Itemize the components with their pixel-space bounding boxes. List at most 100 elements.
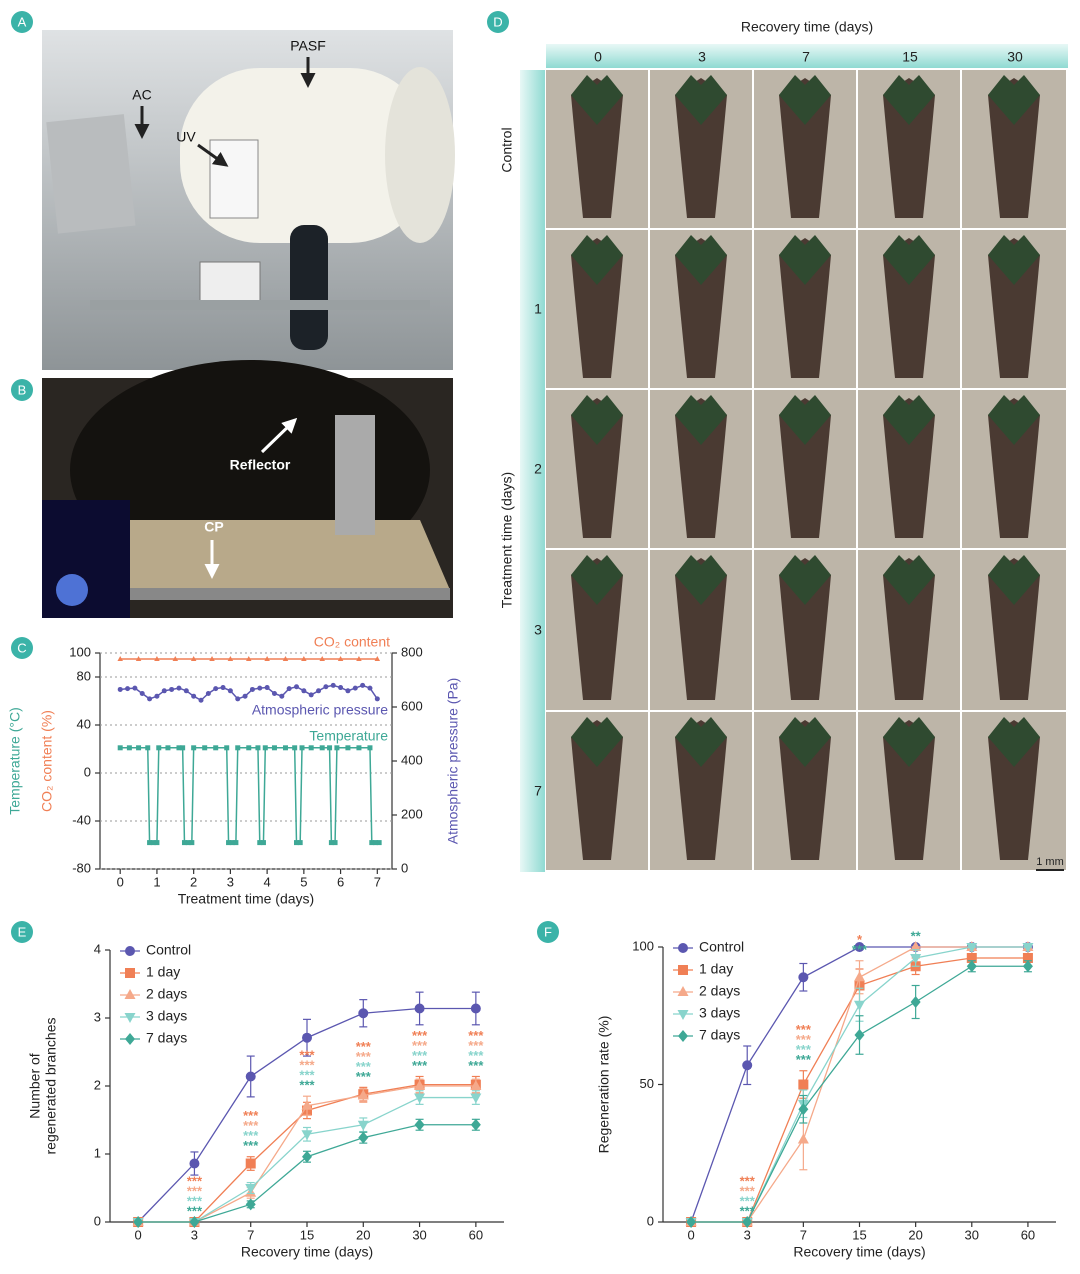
column-label: 15: [902, 49, 918, 65]
y-tick-label: 50: [640, 1076, 654, 1091]
column-label: 0: [594, 49, 602, 65]
marker: [147, 696, 153, 702]
marker: [264, 656, 270, 661]
significance: ***: [412, 1028, 428, 1043]
plant: [883, 238, 935, 378]
marker: [191, 693, 197, 699]
plant-top: [988, 235, 1040, 285]
marker: [136, 745, 142, 751]
y-tick-label: 3: [94, 1009, 101, 1024]
photo-grid: [546, 70, 1066, 870]
marker: [246, 745, 252, 751]
side-band: [520, 70, 545, 872]
marker: [334, 745, 340, 751]
marker: [213, 686, 219, 692]
legend-marker: [125, 946, 135, 956]
marker: [245, 1158, 256, 1169]
x-tick-label: 15: [300, 1227, 314, 1242]
plant-top: [675, 75, 727, 125]
marker: [910, 941, 922, 951]
significance: ***: [740, 1183, 756, 1198]
marker: [308, 692, 314, 698]
plant-top: [675, 555, 727, 605]
significance: ***: [243, 1108, 259, 1123]
photo-label: PASF: [290, 38, 326, 54]
x-tick-label: 7: [247, 1227, 254, 1242]
marker: [854, 1000, 865, 1011]
marker: [176, 685, 182, 691]
marker: [302, 1150, 312, 1163]
marker: [242, 693, 248, 699]
legend-label: 7 days: [699, 1027, 740, 1043]
marker: [367, 745, 373, 751]
marker: [132, 685, 138, 691]
marker: [133, 1216, 144, 1228]
y-axis-label: Temperature (°C): [7, 707, 23, 815]
marker: [126, 745, 132, 751]
marker: [330, 682, 336, 688]
y2-tick-label: 400: [401, 752, 423, 767]
significance: ***: [356, 1069, 372, 1084]
marker: [213, 745, 219, 751]
marker: [294, 684, 300, 690]
marker: [246, 656, 252, 661]
significance: ***: [740, 1203, 756, 1218]
marker: [191, 745, 197, 751]
legend-label: 2 days: [146, 986, 187, 1002]
plant: [675, 78, 727, 218]
row-label: 1: [534, 301, 542, 317]
significance: ***: [412, 1048, 428, 1063]
legend-label: 3 days: [699, 1005, 740, 1021]
plant: [883, 78, 935, 218]
marker: [742, 1216, 753, 1228]
plant: [675, 720, 727, 860]
marker: [205, 691, 211, 696]
plant-top: [883, 75, 935, 125]
marker: [209, 656, 215, 661]
marker: [282, 656, 289, 661]
legend-label: 1 day: [699, 961, 733, 977]
marker: [235, 696, 241, 702]
plant: [779, 398, 831, 538]
plant: [779, 238, 831, 378]
marker: [327, 745, 333, 751]
y-axis-label: CO₂ content (%): [39, 710, 55, 812]
marker: [966, 953, 977, 963]
x-tick-label: 20: [356, 1227, 370, 1242]
y-tick-label: 40: [77, 716, 91, 731]
marker: [156, 745, 162, 751]
y-tick-label: -80: [72, 860, 91, 875]
y2-tick-label: 800: [401, 644, 423, 659]
y-tick-label: 80: [77, 668, 91, 683]
marker: [345, 688, 351, 694]
significance: *: [857, 932, 863, 947]
marker: [374, 696, 380, 702]
marker: [220, 685, 226, 691]
panel-badge: [11, 11, 33, 33]
x-tick-label: 20: [908, 1227, 922, 1242]
plant-top: [675, 235, 727, 285]
arrow: [197, 143, 229, 167]
series-label: Atmospheric pressure: [252, 702, 388, 718]
plant-top: [571, 555, 623, 605]
y2-axis-label: Atmospheric pressure (Pa): [445, 678, 461, 845]
significance: ***: [468, 1058, 484, 1073]
panel-badge: [11, 637, 33, 659]
marker: [154, 693, 160, 699]
significance: ***: [356, 1049, 372, 1064]
marker: [301, 656, 307, 661]
row-label: 7: [534, 783, 542, 799]
plant-top: [779, 235, 831, 285]
photo-label: CP: [204, 519, 223, 535]
x-tick-label: 0: [135, 1227, 142, 1242]
marker: [279, 693, 285, 699]
marker: [150, 840, 156, 846]
marker: [338, 685, 344, 691]
marker: [910, 996, 921, 1008]
plant: [571, 398, 623, 538]
plant-top: [988, 555, 1040, 605]
marker: [161, 688, 167, 694]
marker: [147, 840, 153, 846]
marker: [332, 840, 338, 846]
significance: ***: [412, 1058, 428, 1073]
